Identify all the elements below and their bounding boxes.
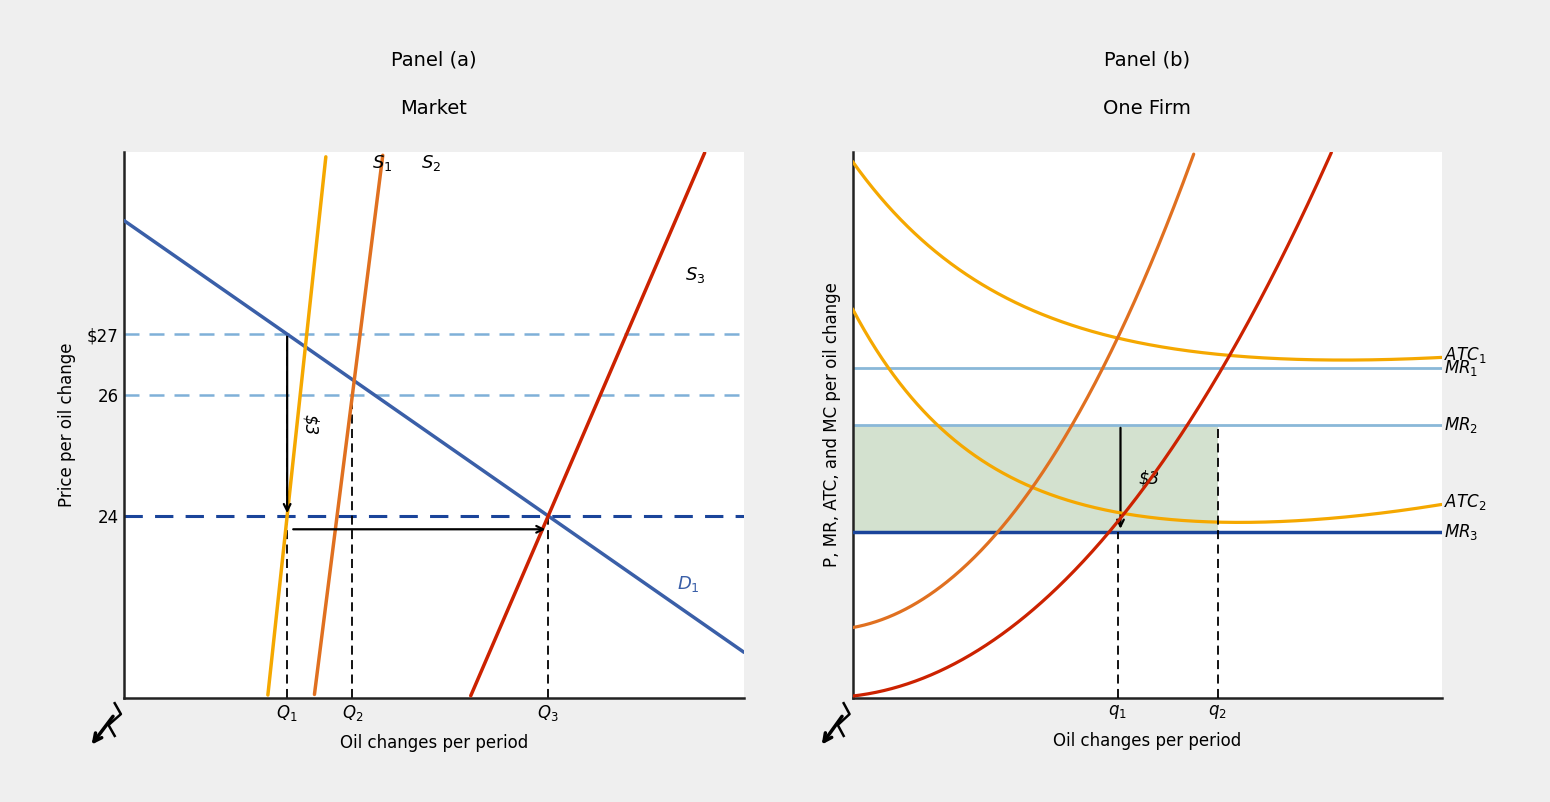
Text: Panel (a): Panel (a) <box>391 50 477 69</box>
Bar <box>853 425 1218 532</box>
Text: $D_1$: $D_1$ <box>677 573 701 593</box>
X-axis label: Oil changes per period: Oil changes per period <box>339 735 529 752</box>
Text: $S_2$: $S_2$ <box>420 152 440 172</box>
Text: $ATC_2$: $ATC_2$ <box>1445 492 1486 512</box>
Text: $S_3$: $S_3$ <box>685 265 705 285</box>
Text: $ATC_1$: $ATC_1$ <box>1445 345 1486 365</box>
Y-axis label: P, MR, ATC, and MC per oil change: P, MR, ATC, and MC per oil change <box>823 282 842 568</box>
Text: Market: Market <box>400 99 468 118</box>
Text: One Firm: One Firm <box>1104 99 1190 118</box>
Text: $S_1$: $S_1$ <box>372 152 392 172</box>
Text: $3: $3 <box>301 415 319 435</box>
Text: Panel (b): Panel (b) <box>1104 50 1190 69</box>
Text: $3: $3 <box>1138 469 1159 488</box>
Text: $MR_3$: $MR_3$ <box>1445 521 1479 541</box>
X-axis label: Oil changes per period: Oil changes per period <box>1052 732 1242 751</box>
Y-axis label: Price per oil change: Price per oil change <box>57 342 76 508</box>
Text: $MR_1$: $MR_1$ <box>1445 358 1479 378</box>
Text: $MR_2$: $MR_2$ <box>1445 415 1479 435</box>
